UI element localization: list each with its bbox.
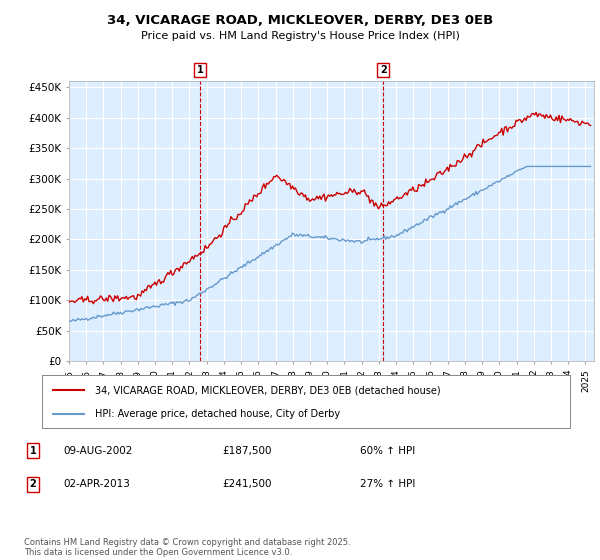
Text: 1: 1 <box>29 446 37 456</box>
Text: 60% ↑ HPI: 60% ↑ HPI <box>360 446 415 456</box>
Text: Contains HM Land Registry data © Crown copyright and database right 2025.
This d: Contains HM Land Registry data © Crown c… <box>24 538 350 557</box>
Text: 09-AUG-2002: 09-AUG-2002 <box>63 446 133 456</box>
Text: HPI: Average price, detached house, City of Derby: HPI: Average price, detached house, City… <box>95 408 340 418</box>
Text: 34, VICARAGE ROAD, MICKLEOVER, DERBY, DE3 0EB (detached house): 34, VICARAGE ROAD, MICKLEOVER, DERBY, DE… <box>95 385 440 395</box>
Text: £187,500: £187,500 <box>222 446 271 456</box>
Text: 34, VICARAGE ROAD, MICKLEOVER, DERBY, DE3 0EB: 34, VICARAGE ROAD, MICKLEOVER, DERBY, DE… <box>107 14 493 27</box>
Text: 02-APR-2013: 02-APR-2013 <box>63 479 130 489</box>
Text: £241,500: £241,500 <box>222 479 271 489</box>
Text: 2: 2 <box>380 65 386 75</box>
Text: 1: 1 <box>196 65 203 75</box>
Text: 27% ↑ HPI: 27% ↑ HPI <box>360 479 415 489</box>
Text: Price paid vs. HM Land Registry's House Price Index (HPI): Price paid vs. HM Land Registry's House … <box>140 31 460 41</box>
Text: 2: 2 <box>29 479 37 489</box>
